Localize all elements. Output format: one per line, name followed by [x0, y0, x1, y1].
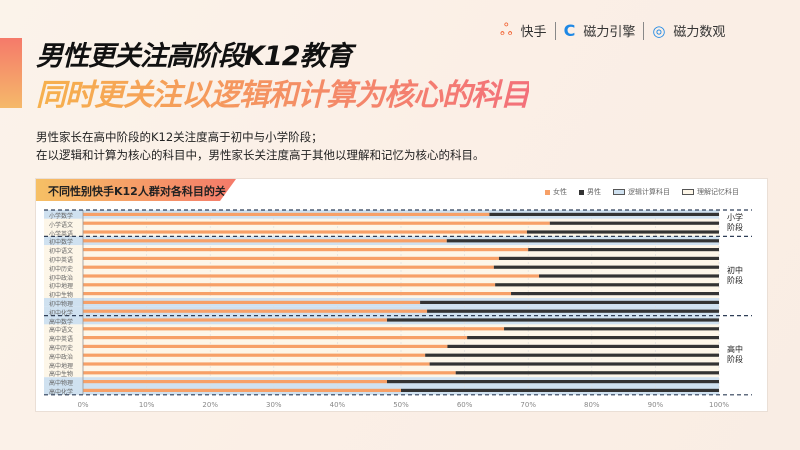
data-logo-text: 磁力数观 [673, 25, 726, 40]
x-tick-label: 20% [202, 400, 218, 409]
brand-logos: ஃ 快手 C 磁力引擎 ◎ 磁力数观 [500, 20, 725, 41]
kuaishou-logo-text: 快手 [520, 25, 547, 40]
category-label: 小学英语 [48, 230, 73, 238]
x-tick-label: 90% [647, 400, 664, 409]
legend-memory: 理解记忆科目 [682, 187, 739, 197]
x-tick-label: 80% [584, 400, 600, 409]
category-label: 高中数学 [48, 318, 73, 326]
category-label: 初中数学 [48, 239, 73, 247]
category-label: 高中历史 [48, 345, 73, 352]
x-tick-label: 10% [138, 400, 155, 409]
legend-female: 女性 [545, 187, 567, 197]
x-tick-label: 50% [393, 400, 409, 409]
chart-title: 不同性别快手K12人群对各科目的关注度 [36, 179, 236, 201]
category-label: 初中物理 [48, 301, 73, 308]
title-accent-bar [0, 38, 22, 108]
category-label: 高中生物 [48, 371, 73, 379]
category-label: 初中政治 [48, 274, 73, 282]
divider [554, 21, 556, 40]
x-tick-label: 40% [329, 400, 346, 409]
engine-logo-icon: C [563, 21, 576, 40]
chart-legend: 女性 男性 逻辑计算科目 理解记忆科目 [545, 187, 739, 197]
category-label: 小学语文 [48, 221, 73, 229]
category-label: 初中地理 [48, 283, 73, 291]
data-logo-icon: ◎ [652, 21, 666, 40]
legend-male: 男性 [579, 187, 601, 197]
page-subtitle: 同时更关注以逻辑和计算为核心的科目 [36, 70, 530, 114]
x-tick-label: 0% [77, 400, 89, 409]
category-label: 初中英语 [48, 257, 73, 264]
category-label: 小学数学 [48, 213, 73, 220]
legend-logic: 逻辑计算科目 [613, 187, 670, 197]
x-tick-label: 30% [266, 400, 282, 409]
category-label: 高中物理 [48, 380, 73, 388]
stage-label: 小学 阶段 [727, 213, 743, 233]
chart-panel: 不同性别快手K12人群对各科目的关注度 女性 男性 逻辑计算科目 理解记忆科目 [35, 178, 768, 412]
category-label: 高中地理 [48, 362, 73, 370]
category-label: 高中语文 [48, 327, 73, 335]
x-tick-label: 100% [708, 400, 729, 409]
category-label: 初中生物 [48, 292, 73, 300]
category-label: 高中英语 [48, 336, 73, 344]
x-tick-label: 70% [520, 400, 536, 409]
stage-label: 初中 阶段 [727, 266, 743, 285]
engine-logo-text: 磁力引擎 [583, 25, 636, 40]
category-label: 高中政治 [48, 353, 73, 361]
description-line-2: 在以逻辑和计算为核心的科目中，男性家长关注度高于其他以理解和记忆为核心的科目。 [36, 148, 485, 162]
divider [643, 21, 645, 40]
description-line-1: 男性家长在高中阶段的K12关注度高于初中与小学阶段； [36, 130, 323, 144]
category-label: 初中历史 [48, 265, 73, 273]
category-label: 初中化学 [48, 309, 73, 317]
x-tick-label: 60% [456, 400, 473, 409]
stage-label: 高中 阶段 [727, 345, 743, 365]
page-title: 男性更关注高阶段K12教育 [36, 41, 352, 72]
description: 男性家长在高中阶段的K12关注度高于初中与小学阶段； 在以逻辑和计算为核心的科目… [36, 128, 485, 164]
kuaishou-logo-icon: ஃ [500, 20, 513, 39]
category-label: 初中语文 [48, 248, 73, 256]
category-label: 高中化学 [48, 389, 73, 396]
